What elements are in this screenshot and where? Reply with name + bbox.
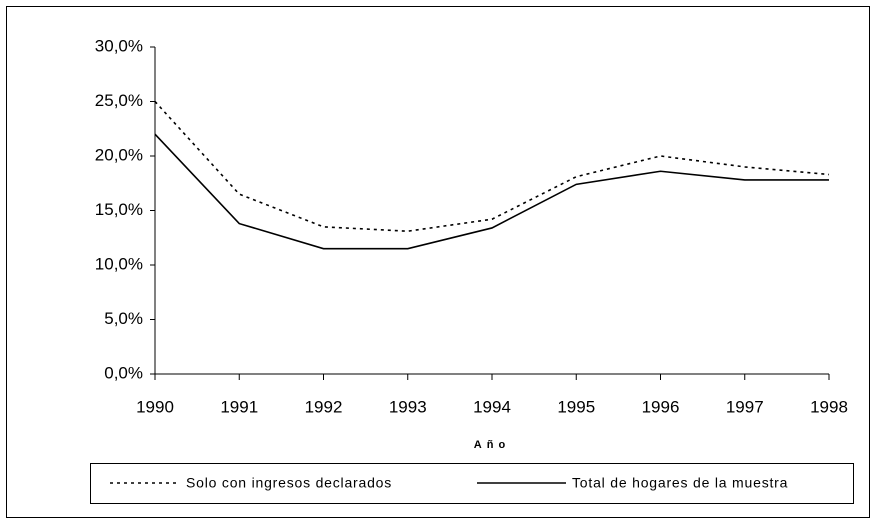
y-tick-label: 15,0% [95, 200, 143, 219]
series-line [154, 100, 830, 233]
legend-label: Solo con ingresos declarados [186, 475, 392, 491]
y-tick-label: 0,0% [104, 363, 143, 382]
y-tick-label: 25,0% [95, 91, 143, 110]
x-tick-label: 1995 [557, 397, 595, 416]
x-tick-label: 1990 [136, 397, 174, 416]
x-tick-label: 1996 [642, 397, 680, 416]
y-tick-label: 30,0% [95, 36, 143, 55]
y-tick-label: 10,0% [95, 254, 143, 273]
y-tick-label: 20,0% [95, 145, 143, 164]
x-tick-label: 1993 [389, 397, 427, 416]
legend-box [90, 463, 854, 504]
x-axis-label: Año [474, 439, 510, 451]
y-tick-label: 5,0% [104, 309, 143, 328]
x-tick-label: 1992 [305, 397, 343, 416]
x-tick-label: 1991 [220, 397, 258, 416]
x-tick-label: 1997 [726, 397, 764, 416]
series-line [154, 133, 829, 250]
legend-label: Total de hogares de la muestra [572, 475, 788, 491]
x-tick-label: 1994 [473, 397, 511, 416]
x-tick-label: 1998 [810, 397, 848, 416]
chart-border [6, 6, 870, 518]
